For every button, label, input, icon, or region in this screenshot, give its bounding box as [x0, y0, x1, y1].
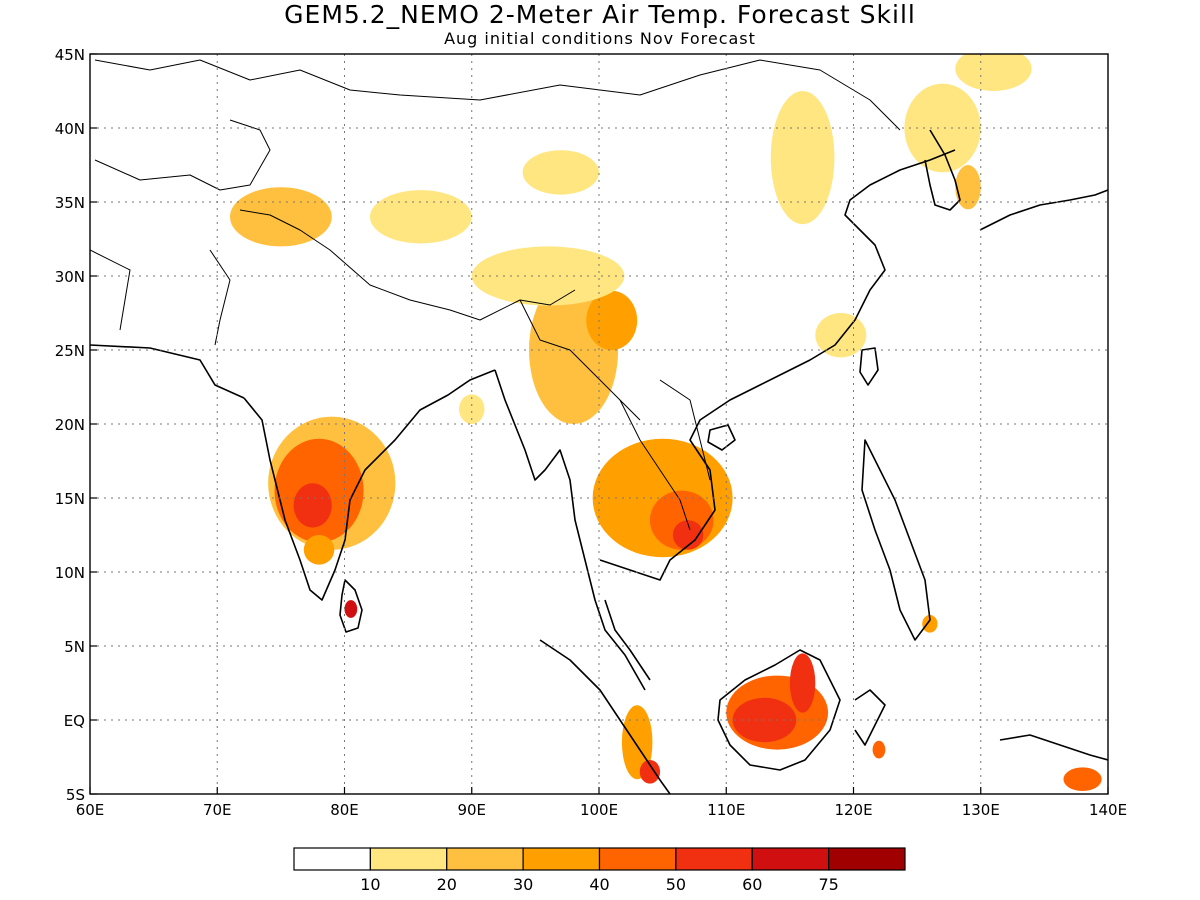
- tick-label-lat-30N: 30N: [55, 268, 85, 286]
- colorbar-swatch-0: [293, 847, 371, 871]
- tick-label-lat-10N: 10N: [55, 564, 85, 582]
- border-himalaya: [239, 209, 576, 321]
- axis-labels: 60E 70E 80E 90E 100E 110E 120E 130E 140E 45N 40N 35…: [55, 46, 1127, 819]
- skill-region-27: [922, 614, 938, 633]
- skill-region-16: [229, 187, 332, 247]
- coastline-sumatra: [539, 639, 671, 794]
- tick-label-lon-80E: 80E: [330, 801, 359, 819]
- border-china-north: [94, 59, 901, 131]
- tick-label-lon-100E: 100E: [580, 801, 618, 819]
- colorbar-label-30: 30: [513, 875, 533, 894]
- tick-label-lon-140E: 140E: [1089, 801, 1127, 819]
- border-laos-vietnam: [659, 379, 711, 481]
- skill-region-20: [770, 91, 835, 225]
- coastline-japan: [979, 189, 1108, 231]
- tick-label-lat-15N: 15N: [55, 490, 85, 508]
- tick-label-lat-5S: 5S: [66, 786, 85, 804]
- coastline-korea: [924, 129, 961, 211]
- colorbar: 10 20 30 40 50 60 75: [293, 847, 906, 894]
- map-subtitle: Aug initial conditions Nov Forecast: [444, 29, 756, 48]
- tick-label-lon-90E: 90E: [457, 801, 486, 819]
- colorbar-swatch-7: [828, 847, 906, 871]
- map-title: GEM5.2_NEMO 2-Meter Air Temp. Forecast S…: [284, 0, 916, 29]
- border-central-asia: [94, 119, 271, 191]
- coastline-philippines: [861, 439, 931, 641]
- tick-label-lat-5N: 5N: [64, 638, 85, 656]
- coastline-india: [243, 369, 496, 601]
- skill-region-3: [344, 600, 358, 618]
- coastline-new-guinea: [999, 734, 1108, 761]
- skill-region-22: [955, 165, 981, 210]
- skill-region-14: [639, 759, 661, 784]
- colorbar-label-20: 20: [437, 875, 457, 894]
- tick-label-lat-EQ: EQ: [64, 712, 85, 730]
- colorbar-label-10: 10: [360, 875, 380, 894]
- skill-region-2: [293, 483, 332, 528]
- coastline-indochina: [599, 149, 956, 581]
- colorbar-swatch-6: [751, 847, 830, 871]
- border-pakistan: [209, 249, 231, 346]
- skill-region-15: [1063, 767, 1102, 792]
- coastline-arabian-sea: [90, 344, 245, 399]
- coastline-layer: [90, 129, 1108, 794]
- skill-region-25: [459, 394, 485, 425]
- skill-region-18: [471, 246, 625, 306]
- skill-region-21: [904, 83, 981, 173]
- colorbar-swatch-3: [522, 847, 601, 871]
- skill-shading-layer: [229, 54, 1102, 792]
- colorbar-label-75: 75: [818, 875, 838, 894]
- graticule: [90, 54, 1108, 794]
- tick-label-lon-60E: 60E: [76, 801, 105, 819]
- border-west: [90, 249, 131, 331]
- skill-region-24: [815, 313, 867, 358]
- skill-region-23: [955, 54, 1032, 91]
- tick-label-lat-20N: 20N: [55, 416, 85, 434]
- skill-region-19: [522, 150, 599, 195]
- colorbar-swatch-2: [446, 847, 524, 871]
- coastline-sulawesi: [854, 689, 886, 746]
- colorbar-label-60: 60: [742, 875, 762, 894]
- border-myanmar-china: [519, 299, 641, 421]
- skill-region-12: [789, 653, 816, 713]
- tick-label-lon-70E: 70E: [203, 801, 232, 819]
- coastline-malay: [604, 599, 651, 681]
- coastline-sri-lanka: [339, 579, 363, 633]
- tick-label-lon-120E: 120E: [834, 801, 872, 819]
- skill-region-11: [732, 697, 797, 743]
- coastline-myanmar: [494, 369, 646, 691]
- skill-region-7: [672, 520, 704, 550]
- colorbar-swatch-5: [675, 847, 753, 871]
- tick-label-lat-25N: 25N: [55, 342, 85, 360]
- tick-label-lat-40N: 40N: [55, 120, 85, 138]
- tick-label-lat-35N: 35N: [55, 194, 85, 212]
- colorbar-swatch-4: [598, 847, 677, 871]
- tick-label-lat-45N: 45N: [55, 46, 85, 64]
- border-indochina: [619, 399, 691, 531]
- skill-region-26: [872, 740, 886, 759]
- coastline-hainan: [707, 424, 736, 451]
- skill-region-4: [303, 535, 335, 565]
- tick-label-lon-110E: 110E: [707, 801, 745, 819]
- colorbar-label-50: 50: [666, 875, 686, 894]
- tick-label-lon-130E: 130E: [962, 801, 1000, 819]
- coastline-borneo: [717, 649, 841, 771]
- skill-region-17: [369, 190, 472, 244]
- colorbar-swatch-1: [369, 847, 448, 871]
- country-borders-layer: [90, 59, 901, 531]
- skill-region-13: [621, 705, 653, 780]
- colorbar-label-40: 40: [589, 875, 609, 894]
- coastline-taiwan: [859, 347, 879, 386]
